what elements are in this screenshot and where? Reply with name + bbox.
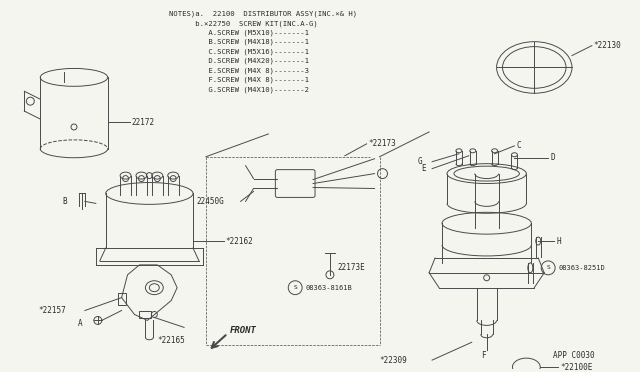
Text: F.SCREW (M4X 8)-------1: F.SCREW (M4X 8)-------1 [169, 77, 309, 83]
Text: 08363-8251D: 08363-8251D [558, 265, 605, 271]
Text: NOTES)a.  22100  DISTRIBUTOR ASSY(INC.×& H): NOTES)a. 22100 DISTRIBUTOR ASSY(INC.×& H… [169, 11, 357, 17]
Bar [140, 311, 151, 318]
Bar [118, 293, 125, 305]
Text: G.SCREW (M4X10)-------2: G.SCREW (M4X10)-------2 [169, 86, 309, 93]
Text: A.SCREW (M5X10)-------1: A.SCREW (M5X10)-------1 [169, 29, 309, 36]
Text: 22172: 22172 [131, 118, 155, 126]
Text: *22162: *22162 [226, 237, 253, 246]
Text: H: H [556, 237, 561, 246]
Text: D.SCREW (M4X20)-------1: D.SCREW (M4X20)-------1 [169, 58, 309, 64]
Text: S: S [547, 265, 550, 270]
Text: 22173E: 22173E [338, 263, 365, 272]
Text: *22157: *22157 [38, 306, 66, 315]
Text: b.×22750  SCREW KIT(INC.A-G): b.×22750 SCREW KIT(INC.A-G) [169, 20, 318, 26]
Text: F: F [481, 351, 486, 360]
Text: C.SCREW (M5X16)-------1: C.SCREW (M5X16)-------1 [169, 48, 309, 55]
Text: S: S [293, 285, 297, 290]
Text: G: G [417, 157, 422, 166]
Text: E.SCREW (M4X 8)-------3: E.SCREW (M4X 8)-------3 [169, 67, 309, 74]
Text: C: C [516, 141, 521, 150]
Text: D: D [550, 153, 555, 162]
Text: E: E [421, 164, 426, 173]
Text: B.SCREW (M4X18)-------1: B.SCREW (M4X18)-------1 [169, 39, 309, 45]
Text: A: A [78, 319, 83, 328]
Text: B: B [62, 197, 67, 206]
Text: 22450G: 22450G [196, 197, 224, 206]
Text: FRONT: FRONT [230, 326, 257, 335]
Text: *22173: *22173 [369, 140, 396, 148]
Text: *22165: *22165 [157, 336, 185, 345]
Text: *22309: *22309 [380, 356, 407, 365]
Text: *22100E: *22100E [560, 363, 593, 372]
Text: *22130: *22130 [594, 41, 621, 50]
Text: 08363-8161B: 08363-8161B [305, 285, 352, 291]
Text: APP C0030: APP C0030 [553, 351, 595, 360]
